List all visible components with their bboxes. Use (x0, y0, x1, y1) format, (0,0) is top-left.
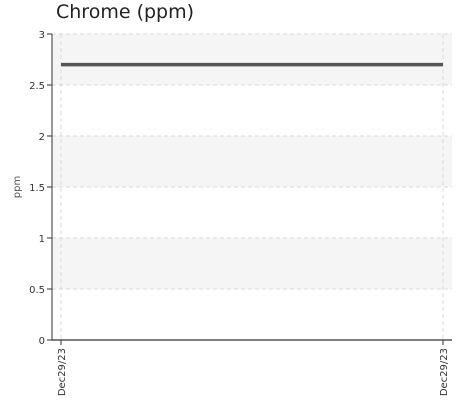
ticks: 0 0.5 1 1.5 2 2.5 3 Dec29/23 Dec29/23 (29, 30, 450, 396)
x-tick-label: Dec29/23 (439, 348, 450, 396)
y-axis-label: ppm (12, 176, 23, 198)
chart-title: Chrome (ppm) (56, 1, 195, 23)
background-band (52, 34, 452, 85)
background-band (52, 238, 452, 289)
y-tick-label: 1 (39, 234, 45, 245)
y-tick-label: 0 (39, 336, 45, 347)
background-bands (52, 34, 452, 289)
background-band (52, 136, 452, 187)
x-tick-label: Dec29/23 (57, 348, 68, 396)
y-tick-label: 2.5 (29, 81, 45, 92)
y-tick-label: 1.5 (29, 183, 45, 194)
y-tick-label: 3 (39, 30, 45, 41)
gridlines (52, 33, 452, 340)
y-tick-label: 0.5 (29, 285, 45, 296)
y-tick-label: 2 (39, 132, 45, 143)
